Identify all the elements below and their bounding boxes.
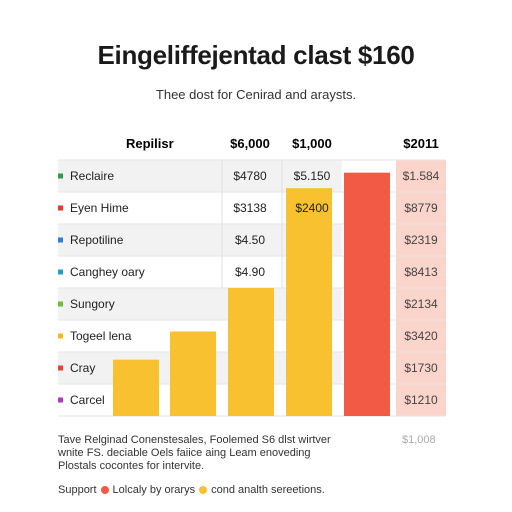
row-label: Canghey oary bbox=[70, 265, 145, 279]
cell-col3: $8413 bbox=[404, 265, 438, 279]
row-marker bbox=[58, 397, 63, 403]
footnote-total: $1,008 bbox=[402, 434, 436, 446]
row-marker bbox=[58, 365, 63, 371]
row-label: Eyen Hime bbox=[70, 201, 129, 215]
cell-col2: $5.150 bbox=[294, 169, 331, 183]
row-label: Togeel lena bbox=[70, 329, 132, 343]
header-col1: $6,000 bbox=[230, 136, 270, 151]
cell-col3: $1.584 bbox=[403, 169, 440, 183]
yellow-bar bbox=[228, 288, 274, 416]
cell-col1: $4.90 bbox=[235, 265, 265, 279]
cell-col3: $2319 bbox=[404, 233, 438, 247]
row-label: Carcel bbox=[70, 393, 105, 407]
legend-yellow-swatch bbox=[199, 486, 208, 494]
footnote-line-3: Plostals cocontes for intervite. bbox=[58, 460, 205, 472]
legend-item-yellow: cond analth sereetions. bbox=[211, 484, 325, 496]
yellow-bar bbox=[113, 359, 159, 416]
legend: Support Lolcaly by orarys cond analth se… bbox=[58, 484, 325, 496]
header-col3: $2011 bbox=[403, 136, 438, 151]
row-marker bbox=[58, 333, 63, 339]
yellow-bar bbox=[286, 188, 332, 416]
row-label: Repotiline bbox=[70, 233, 124, 247]
row-marker bbox=[58, 173, 63, 179]
footnote: Tave Relginad Conenstesales, Foolemed S6… bbox=[58, 434, 358, 473]
row-band bbox=[58, 160, 342, 192]
row-marker bbox=[58, 205, 63, 211]
cell-col3: $8779 bbox=[404, 201, 438, 215]
cell-col1: $3138 bbox=[233, 201, 267, 215]
row-marker bbox=[58, 301, 63, 307]
yellow-bar bbox=[170, 331, 216, 416]
legend-item-red: Lolcaly by orarys bbox=[112, 484, 196, 496]
row-marker bbox=[58, 269, 63, 275]
chart-title: Eingeliffejentad clast $160 bbox=[97, 40, 415, 70]
chart-subtitle: Thee dost for Cenirad and araysts. bbox=[155, 87, 357, 102]
header-row-label: Repilisr bbox=[126, 136, 174, 151]
row-label: Reclaire bbox=[70, 169, 114, 183]
row-marker bbox=[58, 237, 63, 243]
red-bar bbox=[344, 172, 390, 416]
row-label: Sungory bbox=[70, 297, 115, 311]
cell-col3: $1730 bbox=[404, 361, 438, 375]
row-label: Cray bbox=[70, 361, 95, 375]
legend-red-swatch bbox=[100, 486, 109, 494]
legend-prefix: Support bbox=[58, 484, 97, 496]
footnote-line-1: Tave Relginad Conenstesales, Foolemed S6… bbox=[58, 434, 331, 446]
footnote-line-2: wnite FS. deciable Oels faiice aing Leam… bbox=[58, 447, 311, 459]
cell-col2: $2400 bbox=[295, 201, 329, 215]
cell-col1: $4.50 bbox=[235, 233, 265, 247]
cell-col3: $1210 bbox=[404, 393, 438, 407]
cell-col1: $4780 bbox=[233, 169, 267, 183]
cell-col3: $3420 bbox=[404, 329, 438, 343]
header-col2: $1,000 bbox=[292, 136, 332, 151]
cell-col3: $2134 bbox=[404, 297, 438, 311]
